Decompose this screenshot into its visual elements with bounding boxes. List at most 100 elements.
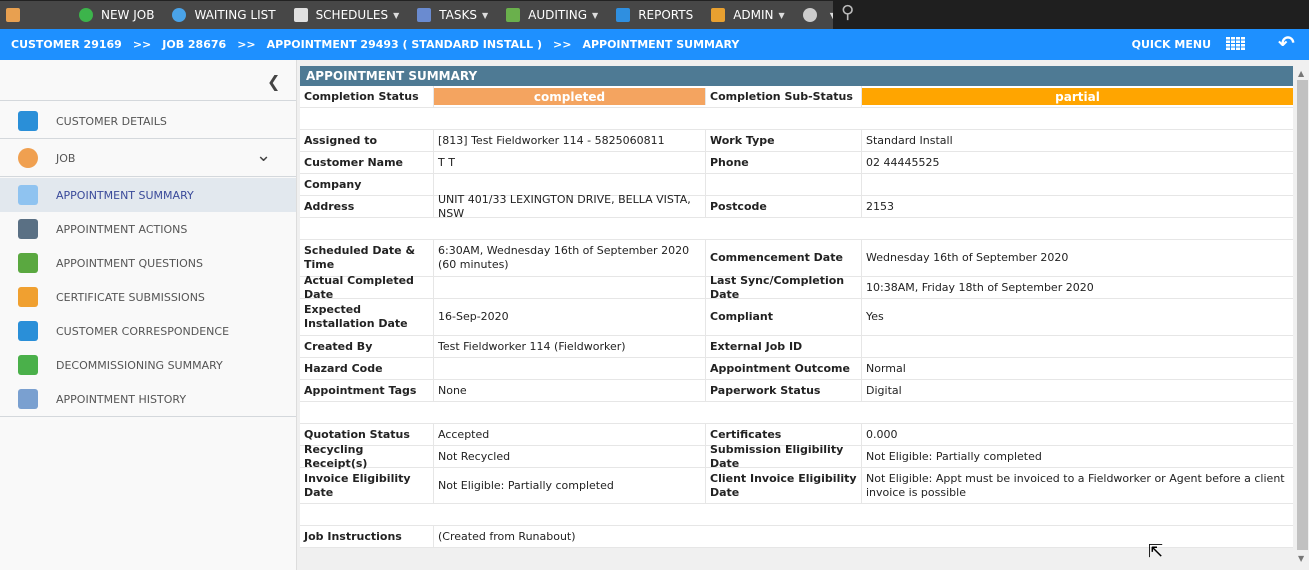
field-label: Created By (300, 336, 434, 357)
crumb-appointment[interactable]: APPOINTMENT 29493 ( STANDARD INSTALL ) (266, 38, 542, 51)
questions-icon (18, 253, 38, 273)
sidebar: ❮ CUSTOMER DETAILS JOB ⌄ APPOINTMENT SUMMAR… (0, 60, 297, 570)
field-label: Paperwork Status (706, 380, 862, 401)
field-value: 16-Sep-2020 (434, 299, 706, 335)
chevron-down-icon[interactable]: ⌄ (256, 145, 272, 166)
caret-down-icon: ▼ (393, 10, 400, 20)
sidebar-item-label: APPOINTMENT HISTORY (56, 392, 187, 406)
sidebar-item-certificate-submissions[interactable]: CERTIFICATE SUBMISSIONS (0, 280, 296, 314)
sidebar-item-customer-details[interactable]: CUSTOMER DETAILS (0, 104, 296, 138)
nav-new-job[interactable]: NEW JOB (70, 1, 163, 30)
spacer-row (300, 108, 1293, 130)
spacer-row (300, 504, 1293, 526)
search-icon[interactable]: ⚲ (833, 0, 1309, 29)
sidebar-item-customer-correspondence[interactable]: CUSTOMER CORRESPONDENCE (0, 314, 296, 348)
field-label: Scheduled Date & Time (300, 240, 434, 276)
table-row: Actual Completed Date Last Sync/Completio… (300, 274, 1293, 301)
spacer-row (300, 218, 1293, 240)
correspondence-icon (18, 321, 38, 341)
sidebar-item-label: APPOINTMENT QUESTIONS (56, 256, 204, 270)
nav-label: REPORTS (638, 8, 694, 22)
certificate-icon (18, 287, 38, 307)
sidebar-item-job[interactable]: JOB ⌄ (0, 141, 296, 175)
table-row: Appointment Tags None Paperwork Status Digi… (300, 380, 1293, 402)
table-row: Recycling Receipt(s) Not Recycled Submissi… (300, 443, 1293, 470)
field-label: Completion Sub-Status (706, 86, 862, 107)
field-label: External Job ID (706, 336, 862, 357)
sidebar-item-decommissioning-summary[interactable]: DECOMMISSIONING SUMMARY (0, 348, 296, 382)
field-value: T T (434, 152, 706, 173)
scrollbar-thumb[interactable] (1297, 80, 1308, 550)
nav-home[interactable] (0, 1, 34, 30)
field-value: Digital (866, 383, 902, 397)
field-label: Client Invoice Eligibility Date (706, 468, 862, 503)
nav-waiting-list[interactable]: WAITING LIST (163, 1, 284, 30)
nav-reports[interactable]: REPORTS (607, 1, 702, 30)
nav-label: WAITING LIST (194, 8, 276, 22)
sidebar-item-appointment-history[interactable]: APPOINTMENT HISTORY (0, 382, 296, 416)
nav-schedules[interactable]: SCHEDULES ▼ (285, 1, 409, 30)
sidebar-item-label: APPOINTMENT SUMMARY (56, 188, 194, 202)
table-row: Expected Installation Date 16-Sep-2020 Com… (300, 299, 1293, 336)
field-value (434, 174, 706, 195)
sidebar-item-appointment-summary[interactable]: APPOINTMENT SUMMARY (0, 178, 296, 212)
nav-label: AUDITING (528, 8, 588, 22)
calendar-icon (293, 8, 308, 22)
clock-icon (172, 8, 187, 22)
sidebar-item-label: DECOMMISSIONING SUMMARY (56, 358, 223, 372)
crumb-job[interactable]: JOB 28676 (162, 38, 227, 51)
scroll-up-icon[interactable]: ▲ (1298, 69, 1305, 78)
nav-gear[interactable]: ▼ (794, 1, 845, 30)
table-row: Assigned to [813] Test Fieldworker 114 - … (300, 130, 1293, 152)
field-label: Completion Status (300, 86, 434, 107)
divider (0, 100, 296, 101)
crumb-sep: >> (553, 38, 572, 51)
sidebar-item-appointment-actions[interactable]: APPOINTMENT ACTIONS (0, 212, 296, 246)
field-label: Phone (706, 152, 862, 173)
nav-admin[interactable]: ADMIN ▼ (702, 1, 793, 30)
sidebar-item-label: JOB (56, 151, 76, 165)
field-value: Standard Install (866, 133, 953, 147)
sidebar-item-appointment-questions[interactable]: APPOINTMENT QUESTIONS (0, 246, 296, 280)
scrollbar[interactable]: ▲ ▼ (1296, 66, 1309, 570)
crumb-sep: >> (237, 38, 256, 51)
mouse-cursor-icon: ⇱ (1148, 541, 1164, 562)
field-label: Commencement Date (706, 240, 862, 276)
field-value: Wednesday 16th of September 2020 (866, 251, 1069, 264)
quick-menu-button[interactable]: QUICK MENU (1131, 38, 1211, 51)
field-value: [813] Test Fieldworker 114 - 5825060811 (434, 130, 706, 151)
sidebar-item-label: CERTIFICATE SUBMISSIONS (56, 290, 205, 304)
sidebar-item-label: CUSTOMER CORRESPONDENCE (56, 324, 230, 338)
collapse-icon[interactable]: ❮ (267, 72, 281, 91)
field-label: Assigned to (300, 130, 434, 151)
field-value: None (434, 380, 706, 401)
field-value: Test Fieldworker 114 (Fieldworker) (434, 336, 706, 357)
spacer-row (300, 402, 1293, 424)
nav-auditing[interactable]: AUDITING ▼ (497, 1, 607, 30)
field-label: Job Instructions (300, 526, 434, 547)
field-value: 02 44445525 (866, 155, 940, 169)
back-icon[interactable]: ↶ (1278, 31, 1295, 55)
field-label: Submission Eligibility Date (706, 443, 862, 470)
field-value: 2153 (866, 199, 894, 213)
field-label: Address (300, 196, 434, 217)
table-row: Invoice Eligibility Date Not Eligible: Pa… (300, 468, 1293, 504)
field-value (434, 358, 706, 379)
breadcrumb: CUSTOMER 29169 >> JOB 28676 >> APPOINTME… (0, 29, 1309, 60)
main-content: APPOINTMENT SUMMARY Completion Status com… (298, 60, 1296, 570)
scroll-down-icon[interactable]: ▼ (1298, 554, 1305, 563)
grid-menu-icon[interactable] (1226, 37, 1245, 51)
bar-chart-icon (616, 8, 631, 22)
table-row: Hazard Code Appointment Outcome Normal (300, 358, 1293, 380)
field-label: Company (300, 174, 434, 195)
field-value: Yes (866, 310, 884, 323)
crumb-customer[interactable]: CUSTOMER 29169 (11, 38, 122, 51)
wrench-icon (18, 148, 38, 168)
crumb-sep: >> (132, 38, 152, 51)
nav-label: ADMIN (733, 8, 774, 22)
divider (0, 176, 296, 177)
field-label: Actual Completed Date (300, 274, 434, 301)
caret-down-icon: ▼ (778, 10, 785, 20)
nav-tasks[interactable]: TASKS ▼ (408, 1, 497, 30)
field-label: Work Type (706, 130, 862, 151)
